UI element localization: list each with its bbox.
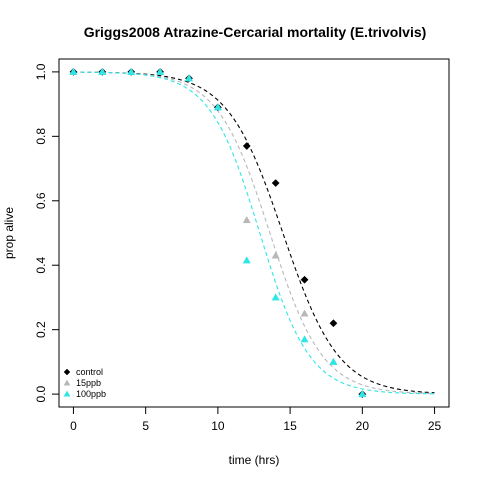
y-tick-label: 0.6 — [34, 192, 48, 209]
fitted-curves — [73, 71, 435, 395]
point-control — [242, 142, 251, 150]
x-tick-label: 20 — [356, 419, 370, 433]
legend-marker-15ppb — [63, 379, 71, 386]
y-tick-label: 0.4 — [34, 257, 48, 274]
x-axis: 0 5 10 15 20 25 — [70, 407, 442, 433]
x-tick-label: 25 — [428, 419, 442, 433]
point-100ppb — [69, 67, 78, 75]
y-tick-label: 1.0 — [34, 63, 48, 80]
y-tick-label: 0.0 — [34, 385, 48, 402]
legend-label-control: control — [76, 367, 103, 377]
point-control — [300, 275, 309, 284]
point-100ppb — [127, 67, 136, 75]
point-100ppb — [156, 67, 165, 75]
curve-control — [73, 71, 435, 394]
legend-marker-control — [63, 368, 71, 376]
point-control — [329, 319, 338, 328]
x-tick-label: 15 — [283, 419, 297, 433]
point-15ppb — [271, 251, 280, 259]
legend-label-15ppb: 15ppb — [76, 378, 101, 388]
point-100ppb — [300, 335, 309, 343]
chart-title: Griggs2008 Atrazine-Cercarial mortality … — [84, 24, 427, 40]
y-axis-label: prop alive — [2, 207, 16, 259]
plot-frame — [58, 58, 450, 408]
point-15ppb — [300, 309, 309, 317]
x-tick-label: 10 — [211, 419, 225, 433]
curve-100ppb — [73, 71, 435, 395]
x-tick-label: 5 — [142, 419, 149, 433]
point-100ppb — [98, 67, 107, 75]
x-axis-label: time (hrs) — [229, 453, 280, 467]
y-tick-label: 0.8 — [34, 128, 48, 145]
point-100ppb — [271, 293, 280, 301]
y-axis: 0.0 0.2 0.4 0.6 0.8 1.0 — [34, 63, 59, 402]
point-15ppb — [242, 216, 251, 224]
y-tick-label: 0.2 — [34, 321, 48, 338]
x-tick-label: 0 — [70, 419, 77, 433]
point-100ppb — [242, 256, 251, 264]
legend-marker-100ppb — [63, 390, 71, 397]
point-100ppb — [184, 74, 194, 82]
point-100ppb — [358, 390, 367, 398]
data-points — [69, 67, 367, 399]
curve-15ppb — [73, 71, 435, 395]
point-100ppb — [213, 103, 222, 111]
point-100ppb — [329, 357, 338, 365]
point-control — [271, 179, 280, 188]
legend-label-100ppb: 100ppb — [76, 389, 106, 399]
